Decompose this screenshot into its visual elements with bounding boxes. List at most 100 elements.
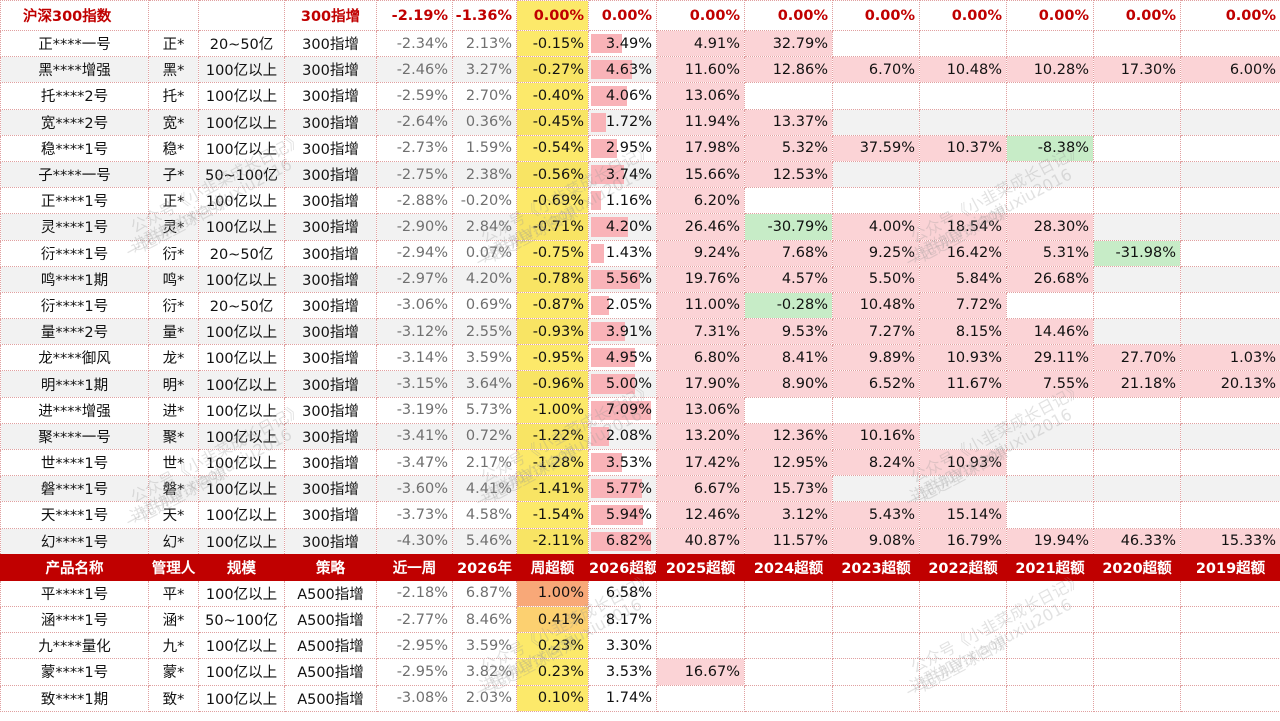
scale-cell: 100亿以上 [198, 448, 285, 477]
strategy-cell: 300指增 [284, 82, 377, 110]
history-excess-cell: 15.14% [919, 501, 1007, 529]
manager-cell: 平* [148, 579, 199, 607]
table-row[interactable]: 正****一号 正* 20~50亿 300指增 -2.34% 2.13% -0.15% 3.4… [0, 29, 1280, 58]
scale-cell: 100亿以上 [198, 134, 285, 162]
week-excess-cell: -0.69% [516, 187, 589, 215]
table-row[interactable]: 世****1号 世* 100亿以上 300指增 -3.47% 2.17% -1.28% 3.5… [0, 448, 1280, 477]
table-row[interactable]: 幻****1号 幻* 100亿以上 300指增 -4.30% 5.46% -2.11% 6.8… [0, 527, 1280, 555]
table-row[interactable]: 聚****一号 聚* 100亿以上 300指增 -3.41% 0.72% -1.22% 2.0… [0, 422, 1280, 451]
week-excess-cell: -1.22% [516, 422, 589, 451]
history-excess-cell [1180, 396, 1280, 424]
table-row[interactable]: 灵****1号 灵* 100亿以上 300指增 -2.90% 2.84% -0.71% 4.2… [0, 213, 1280, 241]
ytd-excess-value: 4.06% [605, 87, 652, 104]
scale-cell: 100亿以上 [198, 265, 285, 293]
ytd-return-cell: 0.07% [452, 239, 517, 267]
ytd-excess-bar [591, 453, 622, 473]
table-row[interactable]: 蒙****1号 蒙* 100亿以上 A500指增 -2.95% 3.82% 0.23% 3.5… [0, 658, 1280, 686]
history-excess-cell: 6.20% [656, 187, 745, 215]
manager-cell: 幻* [148, 527, 199, 555]
ytd-return-cell: 1.59% [452, 134, 517, 162]
history-excess-cell [832, 475, 920, 503]
history-excess-cell [1006, 29, 1094, 58]
table-row[interactable]: 致****1期 致* 100亿以上 A500指增 -3.08% 2.03% 0.10% 1.7… [0, 684, 1280, 712]
table-row[interactable]: 龙****御风 龙* 100亿以上 300指增 -3.14% 3.59% -0.95% 4.9… [0, 344, 1280, 372]
history-excess-cell: 18.54% [919, 213, 1007, 241]
product-name-cell: 量****2号 [0, 318, 149, 346]
history-excess-cell [832, 579, 920, 607]
week-return-cell: -3.73% [376, 501, 453, 529]
history-excess-cell [744, 396, 833, 424]
history-excess-cell [1093, 213, 1181, 241]
table-row[interactable]: 磐****1号 磐* 100亿以上 300指增 -3.60% 4.41% -1.41% 5.7… [0, 475, 1280, 503]
history-excess-cell: -8.38% [1006, 134, 1094, 162]
ytd-return-cell: 0.72% [452, 422, 517, 451]
manager-cell: 九* [148, 632, 199, 660]
table-row[interactable]: 子****一号 子* 50~100亿 300指增 -2.75% 2.38% -0.56% 3.… [0, 160, 1280, 189]
manager-cell: 致* [148, 684, 199, 712]
week-excess-cell: -0.75% [516, 239, 589, 267]
ytd-excess-cell: 3.53% [588, 448, 657, 477]
history-excess-cell [1180, 291, 1280, 320]
history-excess-cell [656, 632, 745, 660]
manager-cell: 稳* [148, 134, 199, 162]
index-excess-cell: 0.00% [919, 0, 1007, 31]
strategy-cell: 300指增 [284, 56, 377, 84]
history-excess-cell: 1.03% [1180, 344, 1280, 372]
history-excess-cell [919, 605, 1007, 634]
table-row[interactable]: 鸣****1期 鸣* 100亿以上 300指增 -2.97% 4.20% -0.78% 5.5… [0, 265, 1280, 293]
history-excess-cell [1006, 108, 1094, 136]
history-excess-cell: 12.46% [656, 501, 745, 529]
ytd-excess-cell: 8.17% [588, 605, 657, 634]
ytd-excess-cell: 5.56% [588, 265, 657, 293]
history-excess-cell: 6.00% [1180, 56, 1280, 84]
week-excess-cell: -0.87% [516, 291, 589, 320]
manager-cell: 衍* [148, 291, 199, 320]
history-excess-cell: 11.94% [656, 108, 745, 136]
manager-cell: 世* [148, 448, 199, 477]
table-row[interactable]: 进****增强 进* 100亿以上 300指增 -3.19% 5.73% -1.00% 7.0… [0, 396, 1280, 424]
column-header: 规模 [198, 553, 285, 581]
history-excess-cell [1093, 605, 1181, 634]
table-row[interactable]: 量****2号 量* 100亿以上 300指增 -3.12% 2.55% -0.93% 3.9… [0, 318, 1280, 346]
history-excess-cell [1006, 605, 1094, 634]
history-excess-cell [1006, 501, 1094, 529]
table-row[interactable]: 涵****1号 涵* 50~100亿 A500指增 -2.77% 8.46% 0.41% 8.… [0, 605, 1280, 634]
history-excess-cell: 5.43% [832, 501, 920, 529]
history-excess-cell [1093, 396, 1181, 424]
table-row[interactable]: 稳****1号 稳* 100亿以上 300指增 -2.73% 1.59% -0.54% 2.9… [0, 134, 1280, 162]
history-excess-cell [1093, 579, 1181, 607]
strategy-cell: 300指增 [284, 475, 377, 503]
strategy-cell: 300指增 [284, 422, 377, 451]
table-row[interactable]: 黑****增强 黑* 100亿以上 300指增 -2.46% 3.27% -0.27% 4.6… [0, 56, 1280, 84]
scale-cell: 50~100亿 [198, 605, 285, 634]
history-excess-cell [1006, 422, 1094, 451]
table-row[interactable]: 平****1号 平* 100亿以上 A500指增 -2.18% 6.87% 1.00% 6.5… [0, 579, 1280, 607]
table-row[interactable]: 衍****1号 衍* 20~50亿 300指增 -2.94% 0.07% -0.75% 1.4… [0, 239, 1280, 267]
week-return-cell: -3.08% [376, 684, 453, 712]
table-row[interactable]: 明****1期 明* 100亿以上 300指增 -3.15% 3.64% -0.96% 5.0… [0, 370, 1280, 398]
table-row[interactable]: 托****2号 托* 100亿以上 300指增 -2.59% 2.70% -0.40% 4.0… [0, 82, 1280, 110]
history-excess-cell: 26.68% [1006, 265, 1094, 293]
table-row[interactable]: 九****量化 九* 100亿以上 A500指增 -2.95% 3.59% 0.23% 3.3… [0, 632, 1280, 660]
table-row[interactable]: 宽****2号 宽* 100亿以上 300指增 -2.64% 0.36% -0.45% 1.7… [0, 108, 1280, 136]
ytd-return-cell: 3.27% [452, 56, 517, 84]
table-row[interactable]: 正****1号 正* 100亿以上 300指增 -2.88% -0.20% -0.69% 1.… [0, 187, 1280, 215]
history-excess-cell [832, 29, 920, 58]
ytd-excess-cell: 1.72% [588, 108, 657, 136]
manager-cell: 磐* [148, 475, 199, 503]
week-return-cell: -3.14% [376, 344, 453, 372]
history-excess-cell: 29.11% [1006, 344, 1094, 372]
history-excess-cell [1006, 632, 1094, 660]
product-name-cell: 聚****一号 [0, 422, 149, 451]
history-excess-cell [1006, 291, 1094, 320]
history-excess-cell: 12.95% [744, 448, 833, 477]
history-excess-cell: 13.37% [744, 108, 833, 136]
history-excess-cell [1180, 579, 1280, 607]
strategy-cell: 300指增 [284, 396, 377, 424]
history-excess-cell [832, 632, 920, 660]
history-excess-cell [1093, 448, 1181, 477]
history-excess-cell: 14.46% [1006, 318, 1094, 346]
table-row[interactable]: 衍****1号 衍* 20~50亿 300指增 -3.06% 0.69% -0.87% 2.0… [0, 291, 1280, 320]
table-row[interactable]: 天****1号 天* 100亿以上 300指增 -3.73% 4.58% -1.54% 5.9… [0, 501, 1280, 529]
week-return-cell: -3.47% [376, 448, 453, 477]
